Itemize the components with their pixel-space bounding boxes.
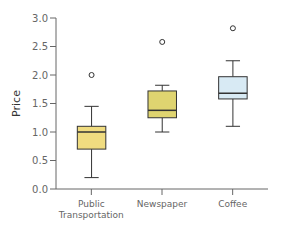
svg-text:0.5: 0.5 (32, 155, 48, 166)
svg-text:1.0: 1.0 (32, 127, 48, 138)
svg-text:2.0: 2.0 (32, 70, 48, 81)
svg-text:Price: Price (10, 90, 23, 117)
svg-text:PublicTransportation: PublicTransportation (58, 199, 124, 220)
svg-text:1.5: 1.5 (32, 98, 48, 109)
svg-text:0.0: 0.0 (32, 184, 48, 195)
svg-text:2.5: 2.5 (32, 41, 48, 52)
svg-text:Coffee: Coffee (218, 199, 248, 209)
svg-text:3.0: 3.0 (32, 13, 48, 24)
svg-text:Newspaper: Newspaper (137, 199, 188, 209)
